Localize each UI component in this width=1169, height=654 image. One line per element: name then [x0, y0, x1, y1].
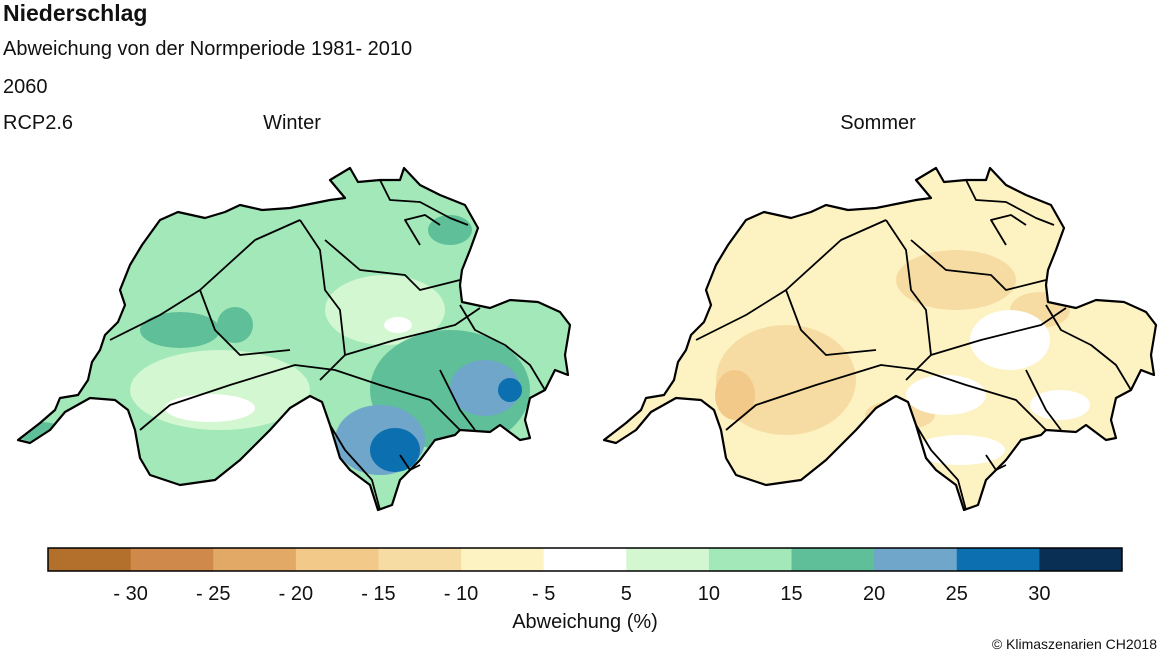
colorbar-box: [708, 548, 793, 571]
colorbar-tick-label: - 20: [279, 583, 313, 605]
colorbar-legend: - 30 - 25 - 20 - 15 - 10 - 5 5 10 15 20 25 30 Abwei…: [47, 547, 1123, 633]
colorbar-tick-label: - 10: [444, 583, 478, 605]
winter-patch-blue: [450, 360, 520, 416]
winter-patch-white: [384, 317, 412, 333]
colorbar-tick-label: - 5: [532, 583, 555, 605]
sommer-patch-white: [906, 375, 986, 415]
sommer-patch-light: [896, 250, 1016, 310]
sommer-patch-white: [1030, 390, 1090, 420]
winter-base-fill: [18, 168, 570, 510]
sommer-map: [602, 166, 1158, 512]
year-label: 2060: [3, 76, 48, 98]
sommer-region-lines: [695, 179, 1132, 511]
colorbar-box: [213, 548, 297, 571]
colorbar-tick-label: 10: [698, 583, 720, 605]
colorbar-labels: - 30 - 25 - 20 - 15 - 10 - 5 5 10 15 20 25 30: [113, 583, 1050, 605]
winter-patch-dark-blue: [370, 428, 420, 472]
colorbar-tick-label: - 30: [113, 583, 147, 605]
colorbar-boxes: [48, 548, 1123, 571]
colorbar-tick-label: 30: [1028, 583, 1050, 605]
winter-patch-teal: [217, 307, 253, 343]
winter-region-lines: [109, 179, 546, 511]
colorbar-box: [48, 548, 132, 571]
sommer-patch-white: [970, 310, 1050, 370]
colorbar-box: [1039, 548, 1123, 571]
credit-text: © Klimaszenarien CH2018: [991, 636, 1157, 652]
winter-patch-teal: [140, 312, 220, 348]
winter-map: [16, 166, 572, 512]
colorbar-box: [956, 548, 1040, 571]
map-subtitle: Abweichung von der Normperiode 1981- 201…: [3, 38, 413, 60]
colorbar-tick-label: 15: [780, 583, 802, 605]
map-title: Niederschlag: [3, 0, 148, 26]
legend-title: Abweichung (%): [512, 611, 658, 633]
colorbar-box: [461, 548, 545, 571]
colorbar-tick-label: - 25: [196, 583, 230, 605]
colorbar-box: [791, 548, 875, 571]
colorbar-tick-label: 5: [621, 583, 632, 605]
winter-patch-white: [165, 394, 255, 422]
colorbar-box: [626, 548, 710, 571]
colorbar-box: [874, 548, 958, 571]
colorbar-box: [130, 548, 214, 571]
winter-patch-teal: [428, 215, 472, 245]
sommer-base-fill: [604, 168, 1156, 510]
colorbar-tick-label: 20: [863, 583, 885, 605]
maps-area: [16, 166, 1158, 512]
winter-patch-light: [325, 275, 445, 345]
colorbar-tick-label: 25: [946, 583, 968, 605]
colorbar-box: [295, 548, 379, 571]
colorbar-box: [543, 548, 627, 571]
winter-patch-teal: [18, 422, 65, 442]
panel-title-winter: Winter: [263, 112, 321, 134]
colorbar-tick-label: - 15: [361, 583, 395, 605]
scenario-label: RCP2.6: [3, 112, 74, 134]
winter-patch-dark-blue: [498, 378, 522, 402]
sommer-patch-orange: [715, 370, 755, 420]
panel-title-sommer: Sommer: [840, 112, 916, 134]
colorbar-outline: [47, 547, 1123, 572]
colorbar-box: [378, 548, 462, 571]
